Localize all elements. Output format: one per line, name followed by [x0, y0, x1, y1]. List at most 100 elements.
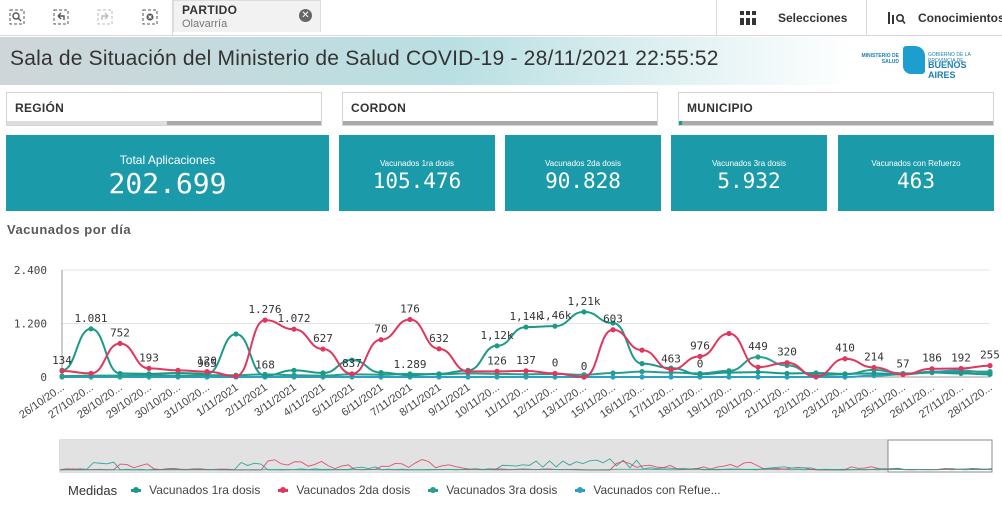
data-label: 126: [487, 354, 507, 367]
filter-municipio[interactable]: MUNICIPIO: [678, 92, 994, 126]
step-forward-icon[interactable]: [92, 5, 118, 29]
ministry-logo: MINISTERIO DE SALUD GOBIERNO DE LA PROVI…: [855, 43, 990, 80]
selections-button[interactable]: Selecciones: [740, 0, 847, 36]
data-point: [233, 373, 239, 379]
data-label: 603: [603, 313, 623, 326]
data-label: 0: [552, 356, 559, 369]
selection-chip-partido[interactable]: PARTIDO Olavarría ✕: [173, 0, 321, 32]
data-point: [262, 373, 268, 379]
data-label: 1,14k: [509, 310, 542, 323]
legend-item-refuerzo[interactable]: Vacunados con Refue...: [575, 483, 721, 497]
legend-item-dosis3[interactable]: Vacunados 3ra dosis: [428, 483, 557, 497]
logo-ministry-text: MINISTERIO DE SALUD: [861, 53, 899, 65]
data-point: [465, 374, 471, 380]
legend-title: Medidas: [68, 482, 118, 498]
data-point: [146, 371, 152, 377]
toolbar: PARTIDO Olavarría ✕ Selecciones Conocimi…: [0, 0, 1002, 36]
data-point: [117, 340, 123, 347]
legend-item-dosis1[interactable]: Vacunados 1ra dosis: [131, 483, 260, 497]
data-point: [842, 356, 848, 362]
clear-selections-icon[interactable]: [137, 5, 163, 29]
insights-button[interactable]: Conocimientos: [888, 0, 1002, 36]
data-label: 965: [197, 357, 217, 370]
kpi-dosis3: Vacunados 3ra dosis 5.932: [671, 135, 827, 211]
insights-icon: [888, 12, 906, 25]
kpi-dosis2-value: 90.828: [545, 169, 621, 193]
data-point: [929, 369, 935, 376]
data-point: [639, 361, 645, 367]
data-point: [871, 370, 877, 377]
insights-label: Conocimientos: [918, 11, 1002, 25]
data-point: [407, 316, 413, 323]
navigator-line: [59, 466, 993, 471]
daily-vaccinations-chart[interactable]: 01.2002.40026/10/20...27/10/20...28/10/2…: [0, 255, 1002, 437]
filter-municipio-label: MUNICIPIO: [687, 101, 754, 115]
data-point: [610, 327, 616, 333]
filter-cordon-label: CORDON: [351, 101, 407, 115]
filter-region-bar: [7, 121, 321, 125]
sheet-header: Sala de Situación del Ministerio de Salu…: [0, 37, 1002, 85]
legend-label-dosis3: Vacunados 3ra dosis: [446, 483, 558, 497]
data-label: 168: [255, 359, 275, 372]
chart-legend: Medidas Vacunados 1ra dosis Vacunados 2d…: [68, 481, 739, 499]
data-label: 0: [581, 360, 588, 373]
data-point: [552, 370, 558, 377]
data-point: [146, 365, 152, 371]
navigator-shade: [60, 440, 888, 472]
data-point: [697, 371, 703, 377]
kpi-dosis2-label: Vacunados 2da dosis: [545, 159, 621, 168]
clear-chip-icon[interactable]: ✕: [299, 9, 312, 22]
legend-label-dosis1: Vacunados 1ra dosis: [149, 483, 261, 497]
data-point: [378, 369, 384, 376]
data-point: [494, 368, 500, 374]
data-label: 0: [697, 357, 704, 370]
kpi-refuerzo-value: 463: [897, 169, 935, 193]
data-label: 214: [864, 350, 884, 363]
kpi-dosis3-value: 5.932: [717, 169, 781, 193]
data-point: [320, 370, 326, 376]
data-label: 837: [342, 357, 362, 370]
data-point: [59, 368, 65, 374]
data-point: [871, 364, 877, 371]
filter-cordon[interactable]: CORDON: [342, 92, 658, 126]
step-back-icon[interactable]: [48, 5, 74, 29]
data-point: [610, 374, 616, 380]
data-point: [784, 370, 790, 377]
kpi-total-value: 202.699: [108, 167, 227, 200]
data-point: [378, 337, 384, 343]
data-label: 1.289: [393, 358, 426, 371]
filter-region[interactable]: REGIÓN: [6, 92, 322, 126]
data-label: 186: [922, 352, 942, 365]
data-point: [639, 369, 645, 375]
kpi-dosis2: Vacunados 2da dosis 90.828: [505, 135, 661, 211]
chart-title: Vacunados por día: [7, 222, 132, 237]
data-point: [697, 353, 703, 359]
data-point: [929, 366, 935, 372]
chip-field: PARTIDO: [182, 3, 238, 17]
navigator-handle[interactable]: [887, 439, 993, 473]
kpi-refuerzo: Vacunados con Refuerzo 463: [838, 135, 994, 211]
page-title: Sala de Situación del Ministerio de Salu…: [10, 47, 719, 70]
legend-item-dosis2[interactable]: Vacunados 2da dosis: [278, 483, 410, 497]
legend-label-refuerzo: Vacunados con Refue...: [593, 483, 721, 497]
logo-gov-text: GOBIERNO DE LA PROVINCIA DE: [928, 52, 971, 64]
data-point: [581, 374, 587, 380]
data-point: [581, 309, 587, 315]
kpi-total-label: Total Aplicaciones: [119, 153, 216, 167]
data-point: [59, 373, 65, 379]
smart-search-icon[interactable]: [4, 5, 30, 29]
data-point: [523, 324, 529, 330]
data-point: [784, 360, 790, 366]
data-point: [755, 369, 761, 375]
data-point: [117, 370, 123, 377]
data-point: [813, 370, 819, 376]
data-point: [88, 326, 94, 332]
chart-scroll-navigator[interactable]: [0, 438, 1002, 476]
data-point: [610, 370, 616, 376]
kpi-dosis3-label: Vacunados 3ra dosis: [711, 159, 787, 168]
data-point: [233, 331, 239, 337]
data-point: [639, 374, 645, 380]
data-point: [958, 365, 964, 372]
filter-cordon-bar: [343, 121, 657, 125]
data-point: [465, 368, 471, 374]
